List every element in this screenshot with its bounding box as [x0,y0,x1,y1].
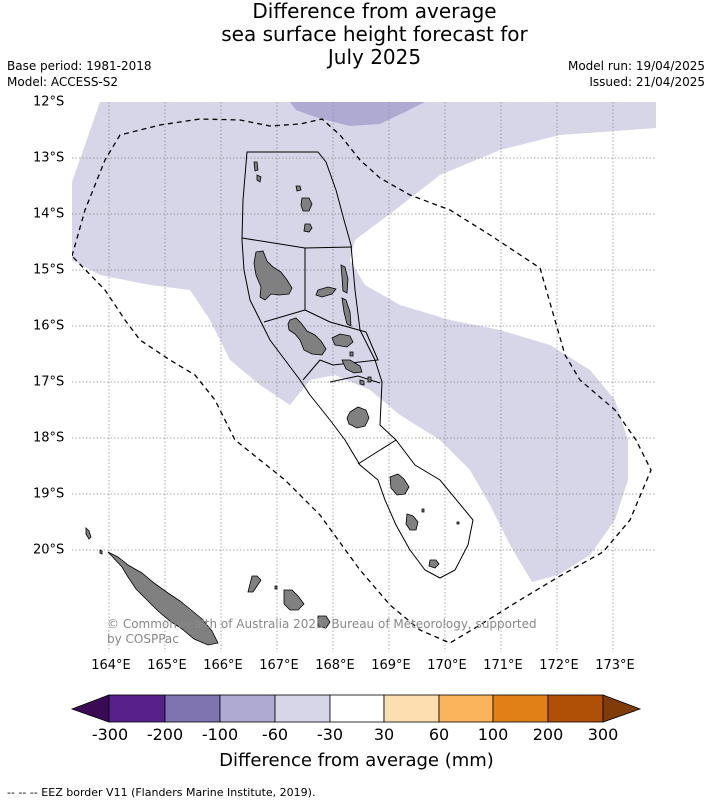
island-paama [349,351,354,357]
island-merelava [303,223,313,233]
lon-label-173e: 173°E [595,658,635,673]
island-futuna [456,521,460,525]
lon-label-170e: 170°E [427,658,467,673]
island-shepherds [359,379,365,386]
colorbar-tick-200: 200 [532,725,564,744]
model-name: Model: ACCESS-S2 [7,75,119,89]
lon-label-167e: 167°E [259,658,299,673]
lon-label-171e: 171°E [483,658,523,673]
colorbar-title: Difference from average (mm) [219,750,494,771]
colorbar-tick-m200: -200 [146,725,184,744]
island-shepherds-b [367,376,372,383]
lon-label-172e: 172°E [539,658,579,673]
colorbar-tick-30: 30 [373,725,395,744]
lat-label-18s: 18°S [33,430,65,446]
eez-boundary [72,118,652,644]
lon-label-165e: 165°E [147,658,187,673]
lat-label-19s: 19°S [33,486,65,502]
colorbar-tick-m30: -30 [316,725,344,744]
island-santo [253,250,293,301]
islands [85,161,460,646]
province-boundaries [241,151,474,579]
island-mare [317,615,331,629]
island-ouvea [247,575,262,593]
colorbar-tick-m100: -100 [201,725,239,744]
island-torres [253,161,259,172]
chart-title: Difference from average sea surface heig… [0,0,713,69]
island-new-caledonia [85,527,219,646]
colorbar-extend-high [602,694,642,723]
lat-label-20s: 20°S [33,542,65,558]
lon-label-169e: 169°E [371,658,411,673]
island-epi [341,359,363,374]
lat-label-16s: 16°S [33,318,65,334]
colorbar-tick-60: 60 [428,725,450,744]
lat-label-17s: 17°S [33,374,65,390]
lon-label-168e: 168°E [315,658,355,673]
anomaly-area-mid [290,102,425,126]
colorbar-tick-100: 100 [477,725,509,744]
island-torres-b [256,174,262,183]
island-efate [346,406,370,429]
eez-footnote: -- -- -- EEZ border V11 (Flanders Marine… [7,786,316,799]
colorbar-extend-low [70,694,110,723]
island-gaua [300,197,313,212]
copyright-notice: © Commonwealth of Australia 2025, Bureau… [107,617,537,646]
island-aneityum [428,559,440,569]
meta-right: Model run: 19/04/2025 Issued: 21/04/2025 [568,58,705,90]
lat-label-14s: 14°S [33,206,65,222]
colorbar [70,694,642,723]
colorbar-tick-m60: -60 [261,725,289,744]
model-run: Model run: 19/04/2025 [567,59,705,73]
issued-date: Issued: 21/04/2025 [589,75,705,89]
island-lifou [283,589,305,611]
colorbar-tick-m300: -300 [91,725,129,744]
island-aniwa [421,508,425,513]
meta-left: Base period: 1981-2018 Model: ACCESS-S2 [7,58,152,90]
base-period: Base period: 1981-2018 [7,59,152,73]
island-vanua-lava [295,185,302,192]
island-ambae [315,286,337,298]
island-malekula [287,317,327,356]
colorbar-tick-300: 300 [587,725,619,744]
lon-label-166e: 166°E [203,658,243,673]
title-line-3: July 2025 [327,45,422,69]
island-maewo [340,264,349,294]
island-tanna [405,513,419,531]
title-line-2: sea surface height forecast for [221,22,528,46]
island-pentecost [341,297,352,327]
lat-label-15s: 15°S [33,262,65,278]
title-line-1: Difference from average [252,0,497,23]
map-frame [72,102,656,652]
gridlines [72,102,656,652]
lat-label-13s: 13°S [33,150,65,166]
island-erromango [389,473,410,496]
lon-label-164e: 164°E [91,658,131,673]
island-ambrym [331,333,354,348]
lat-label-12s: 12°S [33,94,65,110]
anomaly-area-light [72,102,656,582]
island-tiga [274,585,278,590]
